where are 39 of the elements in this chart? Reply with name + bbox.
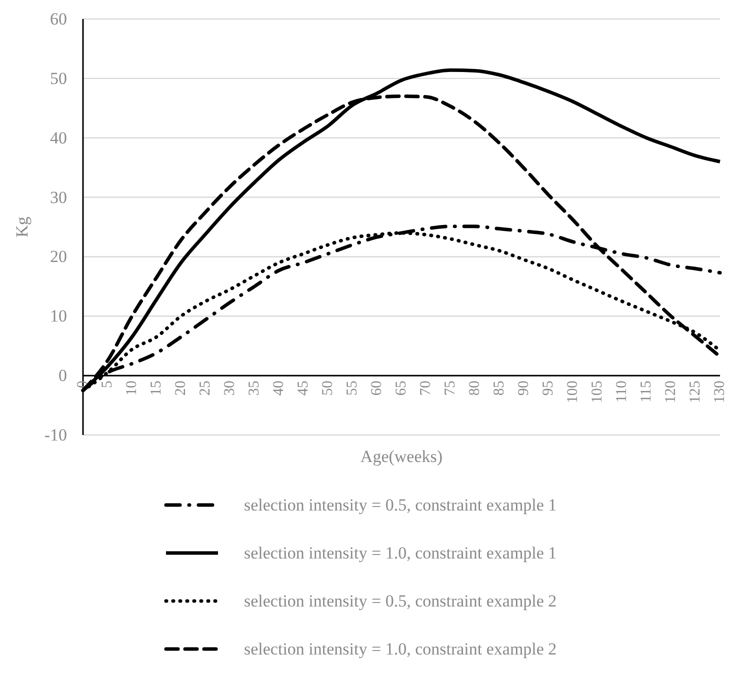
x-tick-label: 120 — [663, 380, 679, 404]
x-tick-label: 95 — [540, 380, 556, 396]
x-tick-label: 100 — [565, 380, 581, 404]
y-tick-label: 60 — [50, 10, 67, 28]
y-tick-label: 30 — [50, 188, 67, 207]
x-tick-label: 25 — [198, 380, 214, 396]
x-tick-label: 35 — [246, 380, 262, 396]
x-tick-label: 45 — [296, 380, 312, 396]
legend-label: selection intensity = 1.0, constraint example 2 — [244, 640, 557, 658]
x-tick-label: 50 — [320, 380, 336, 396]
x-tick-label: 55 — [344, 380, 360, 396]
y-tick-label: 50 — [50, 68, 67, 88]
legend-label: selection intensity = 1.0, constraint example 1 — [244, 544, 557, 562]
x-tick-label: 115 — [638, 380, 654, 403]
x-tick-label: 10 — [124, 380, 140, 396]
x-tick-label: 105 — [590, 380, 606, 404]
legend-label: selection intensity = 0.5, constraint example 1 — [244, 496, 557, 514]
x-tick-label: 90 — [516, 380, 532, 396]
y-tick-label: 20 — [50, 247, 67, 266]
x-tick-label: 5 — [100, 380, 116, 388]
y-axis-title: Kg — [12, 216, 32, 238]
x-tick-label: 65 — [394, 380, 410, 396]
x-tick-label: 75 — [442, 380, 458, 396]
x-tick-label: 130 — [712, 380, 728, 404]
x-tick-label: 15 — [148, 380, 164, 396]
x-tick-label: 80 — [467, 380, 483, 396]
x-tick-label: 20 — [173, 380, 189, 396]
y-tick-label: 40 — [50, 128, 67, 148]
x-tick-label: 30 — [222, 380, 238, 396]
y-tick-label: -10 — [44, 426, 67, 444]
x-tick-label: 60 — [369, 380, 385, 396]
y-tick-label: 10 — [50, 306, 67, 326]
legend-label: selection intensity = 0.5, constraint example 2 — [244, 592, 557, 610]
x-tick-label: 70 — [418, 380, 434, 396]
x-tick-label: 85 — [492, 380, 508, 396]
x-axis-title: Age(weeks) — [360, 447, 443, 466]
x-tick-label: 125 — [688, 380, 704, 404]
x-tick-label: 40 — [271, 380, 287, 396]
x-tick-label: 110 — [614, 380, 630, 403]
